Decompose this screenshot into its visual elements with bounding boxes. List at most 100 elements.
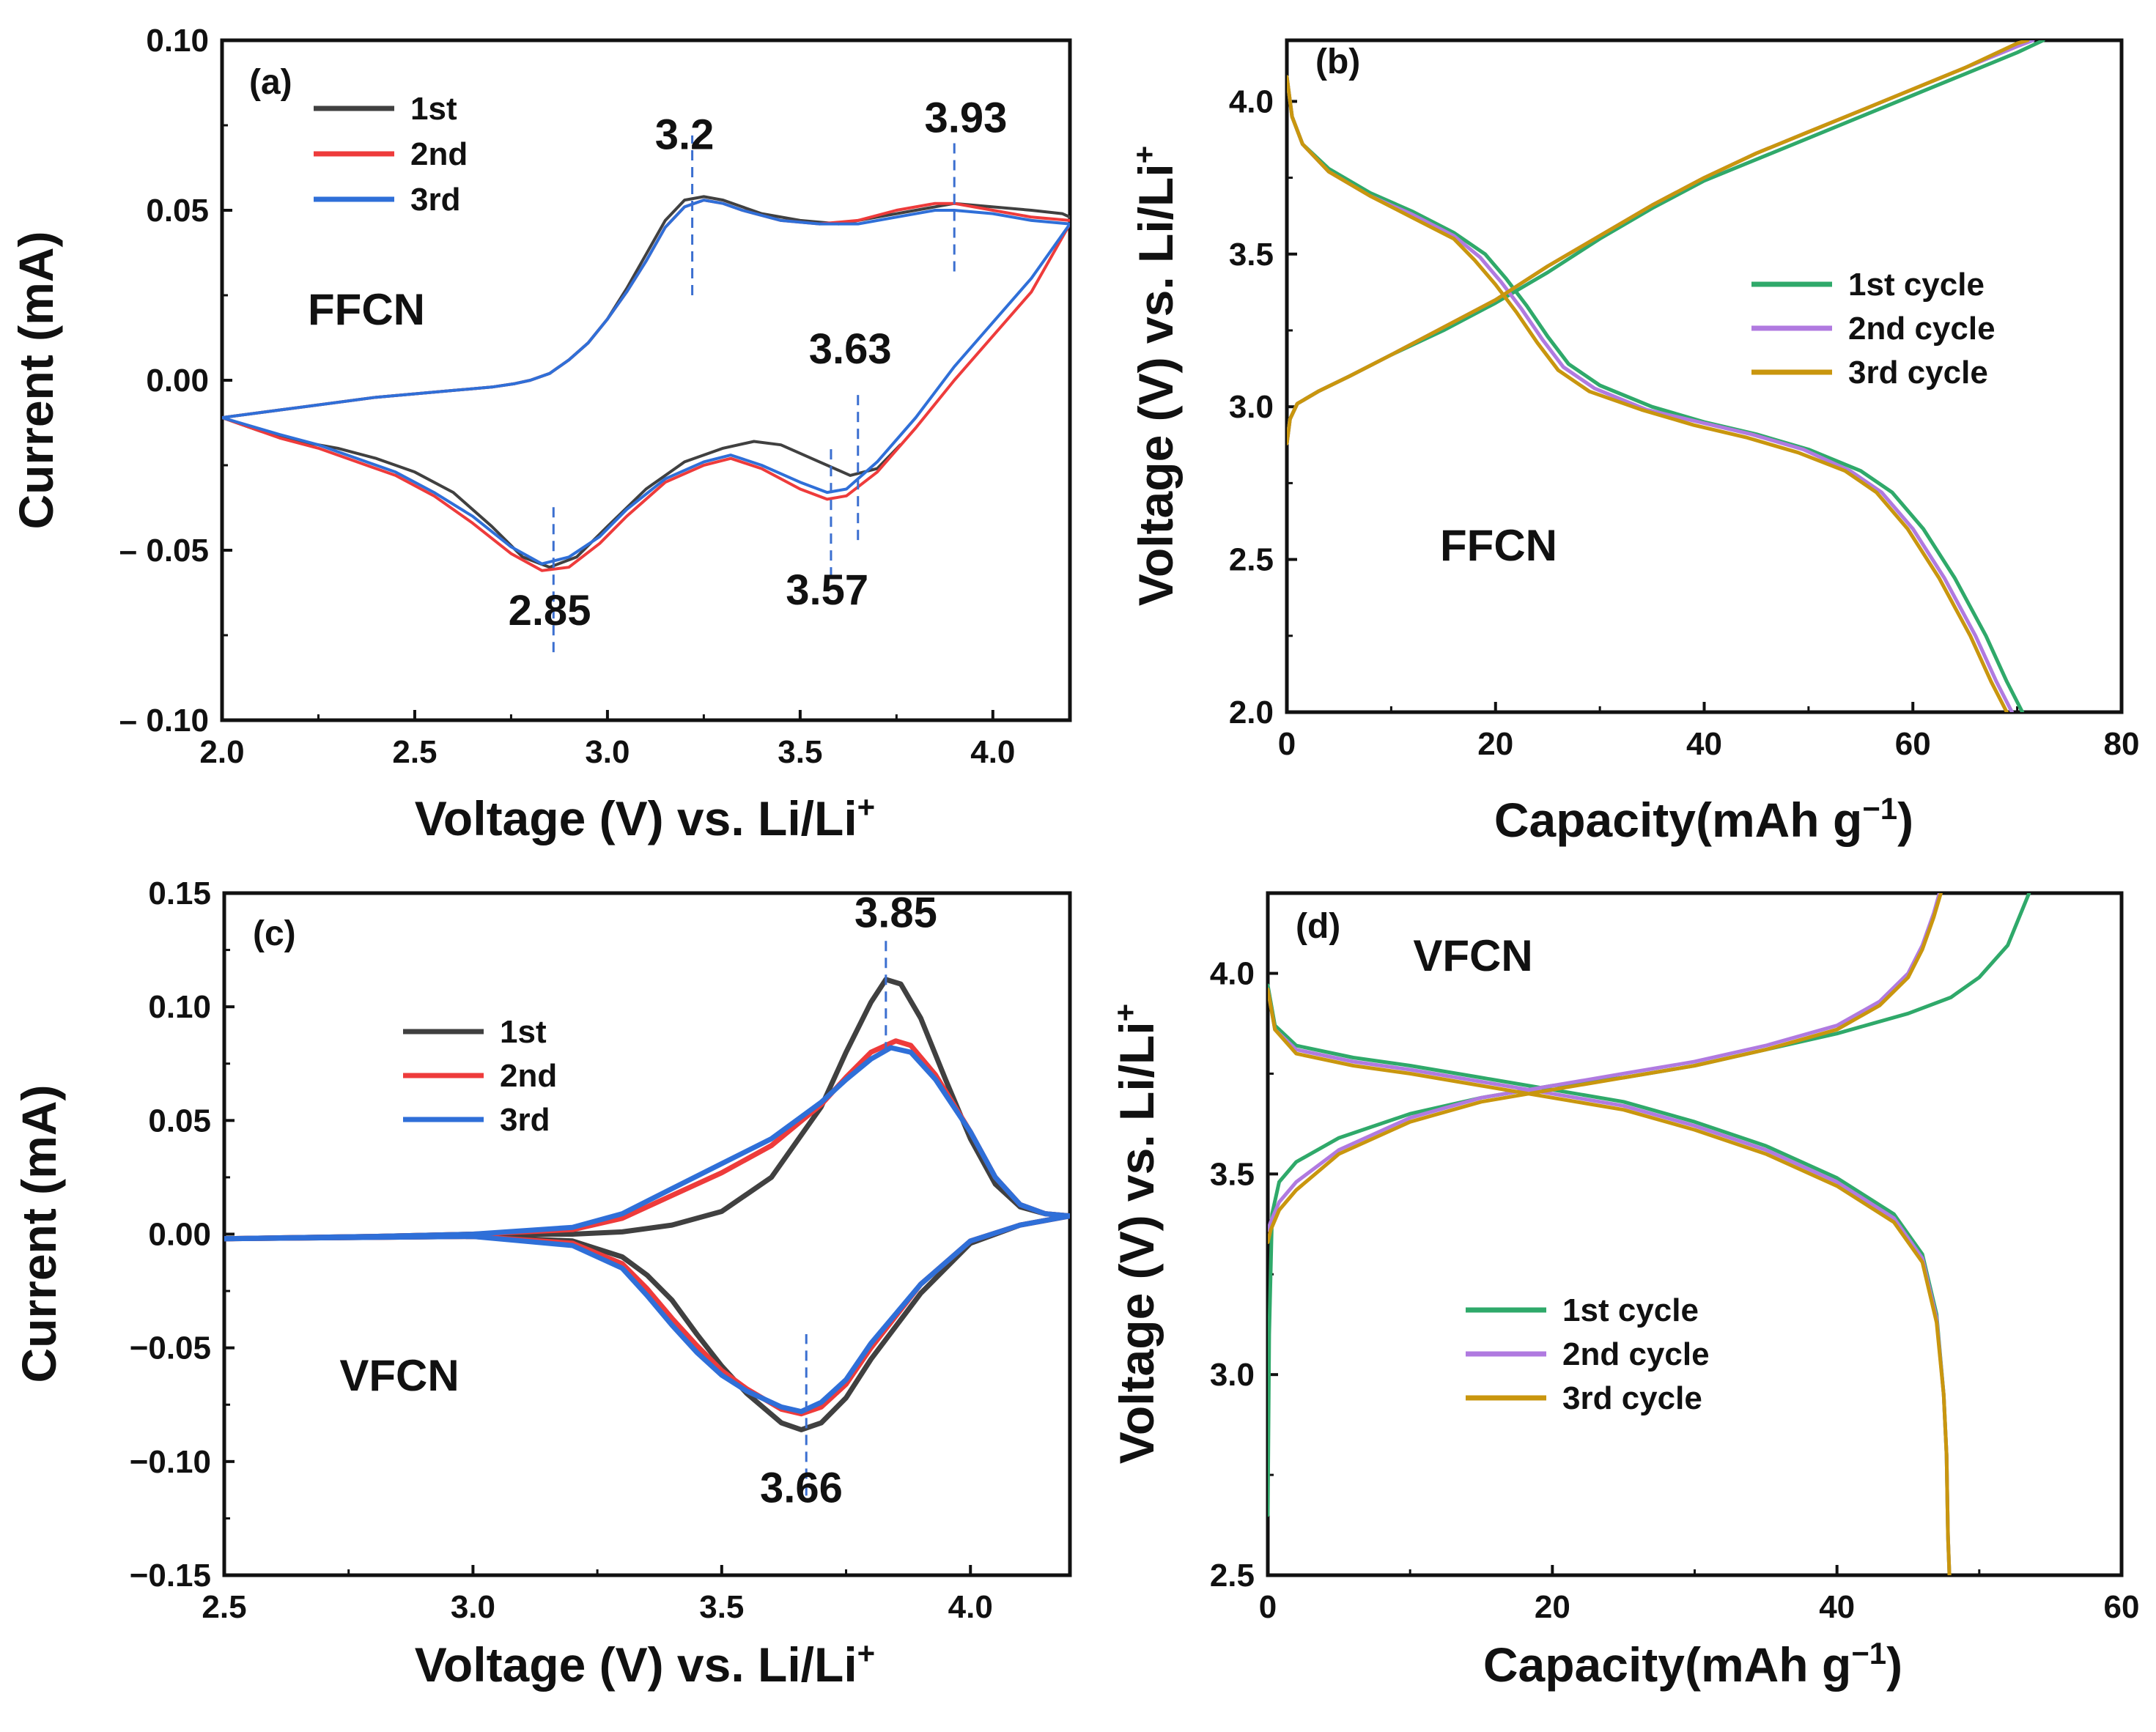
y-axis-title: Current (mA): [9, 232, 63, 530]
peak-label: 2.85: [509, 587, 591, 634]
peak-label: 3.66: [760, 1465, 843, 1512]
legend-label: 1st cycle: [1848, 267, 1985, 303]
series-3rd-cycle-discharge: [1287, 75, 2009, 712]
x-tick-label: 40: [1819, 1589, 1855, 1625]
plot-frame: [222, 891, 1072, 1577]
series-3rd-cathodic: [222, 222, 1070, 566]
x-axis-title-superscript: −1: [1851, 1636, 1886, 1670]
series-3rd-anodic: [222, 199, 1070, 419]
legend-label: 1st: [410, 91, 457, 127]
sample-label: VFCN: [1413, 931, 1532, 980]
y-tick-label: −0.15: [130, 1558, 211, 1594]
y-tick-label: 4.0: [1210, 956, 1255, 992]
series-1st-anodic: [224, 977, 1070, 1242]
x-axis-title-main: Voltage (V) vs. Li/Li: [415, 791, 857, 845]
panel-c: 2.5 3.0 3.5 4.0 −0.15 −0.10 −0.05 0.00 0.05 0.10 0…: [12, 876, 1072, 1692]
x-tick-label: 3.0: [451, 1589, 495, 1625]
y-tick-label: 3.0: [1210, 1357, 1255, 1393]
panel-label: (c): [253, 914, 296, 953]
series-1st-cycle-discharge: [1268, 983, 1952, 1575]
sample-label: VFCN: [339, 1351, 459, 1400]
peak-label: 3.57: [786, 566, 868, 614]
series-3rd-cathodic: [224, 1213, 1070, 1415]
peak-label: 3.2: [655, 111, 715, 158]
legend-label: 2nd: [500, 1058, 557, 1094]
legend-label: 3rd cycle: [1562, 1380, 1702, 1416]
y-tick-label: 0.15: [148, 876, 211, 911]
panel-b: 0 20 40 60 80 2.0 2.5 3.0 3.5 4.0 Capacity(mAh g−1…: [1127, 38, 2139, 847]
x-tick-label: 2.5: [202, 1589, 246, 1625]
x-tick-label: 2.0: [199, 734, 244, 770]
legend-label: 2nd cycle: [1562, 1336, 1710, 1372]
peak-label: 3.85: [854, 889, 937, 937]
legend-label: 3rd: [410, 182, 460, 218]
x-tick-label: 3.5: [699, 1589, 744, 1625]
legend-label: 3rd cycle: [1848, 355, 1988, 391]
x-tick-label: 2.5: [392, 734, 437, 770]
y-tick-label: 4.0: [1229, 84, 1274, 119]
panel-label: (b): [1315, 42, 1360, 81]
series-3rd-cycle-discharge: [1268, 987, 1952, 1575]
y-tick-label: 2.5: [1210, 1558, 1255, 1594]
x-tick-label: 20: [1477, 726, 1513, 762]
series-2nd-cathodic: [222, 222, 1070, 572]
peak-label: 3.93: [925, 94, 1008, 141]
y-tick-label: – 0.10: [119, 703, 209, 739]
y-tick-label: 0.10: [148, 989, 211, 1025]
x-tick-label: 0: [1259, 1589, 1277, 1625]
y-tick-label: – 0.05: [119, 533, 209, 569]
y-tick-label: −0.10: [130, 1444, 211, 1480]
x-axis-title-main: Voltage (V) vs. Li/Li: [415, 1637, 857, 1692]
panel-label: (d): [1296, 907, 1340, 946]
y-axis-title: Voltage (V) vs. Li/Li+: [1127, 146, 1183, 606]
x-tick-label: 4.0: [948, 1589, 993, 1625]
legend-label: 2nd cycle: [1848, 311, 1996, 347]
x-axis-title-tail: ): [1897, 793, 1913, 847]
legend-label: 1st cycle: [1562, 1292, 1699, 1328]
panel-d: 0 20 40 60 2.5 3.0 3.5 4.0 Capacity(mAh g−1) Volt…: [1108, 891, 2140, 1692]
y-axis-title-superscript: +: [1108, 1004, 1142, 1022]
x-axis-title: Capacity(mAh g−1): [1483, 1636, 1902, 1692]
y-tick-label: 2.5: [1229, 542, 1274, 578]
y-tick-label: 0.10: [146, 23, 209, 59]
series-1st-cathodic: [222, 416, 902, 569]
x-tick-label: 60: [2104, 1589, 2140, 1625]
series-3rd-anodic: [224, 1045, 1070, 1242]
y-tick-label: 2.0: [1229, 695, 1274, 730]
x-axis-title-superscript: +: [857, 790, 876, 824]
peak-label: 3.63: [809, 325, 892, 373]
x-axis-title: Capacity(mAh g−1): [1494, 791, 1913, 847]
x-tick-label: 4.0: [970, 734, 1015, 770]
series-2nd-cycle-discharge: [1287, 75, 2014, 712]
series-3rd-cycle-charge: [1268, 893, 1943, 1244]
panel-a: 2.0 2.5 3.0 3.5 4.0 – 0.10 – 0.05 0.00 0.05 0.10 V…: [9, 23, 1072, 845]
y-axis-title: Voltage (V) vs. Li/Li+: [1108, 1004, 1164, 1464]
legend-label: 1st: [500, 1014, 547, 1050]
panel-label: (a): [249, 63, 292, 102]
y-tick-label: 0.00: [146, 363, 209, 399]
sample-label: FFCN: [308, 285, 425, 334]
series-3rd-cycle-charge: [1287, 40, 2030, 445]
x-axis-title: Voltage (V) vs. Li/Li+: [415, 1636, 875, 1692]
series-group: [224, 977, 1070, 1432]
y-tick-label: −0.05: [130, 1331, 211, 1366]
y-tick-label: 3.5: [1229, 237, 1274, 273]
legend-label: 2nd: [410, 136, 468, 172]
x-tick-label: 3.5: [778, 734, 822, 770]
series-1st-cathodic: [224, 1213, 1070, 1432]
x-tick-label: 20: [1535, 1589, 1570, 1625]
y-axis-title-main: Voltage (V) vs. Li/Li: [1110, 1021, 1164, 1464]
x-axis-title-main: Capacity(mAh g: [1483, 1637, 1851, 1692]
x-axis-title-superscript: +: [857, 1636, 876, 1670]
y-axis-title-superscript: +: [1127, 146, 1162, 164]
y-axis-title: Current (mA): [12, 1085, 66, 1383]
series-1st-cycle-discharge: [1287, 75, 2025, 712]
series-group: [222, 195, 1070, 572]
plot-frame: [1266, 891, 2124, 1577]
legend-label: 3rd: [500, 1102, 550, 1138]
y-tick-label: 3.0: [1229, 389, 1274, 425]
y-tick-label: 0.00: [148, 1217, 211, 1253]
y-tick-label: 3.5: [1210, 1156, 1255, 1192]
x-tick-label: 60: [1895, 726, 1931, 762]
y-tick-label: 0.05: [148, 1103, 211, 1139]
